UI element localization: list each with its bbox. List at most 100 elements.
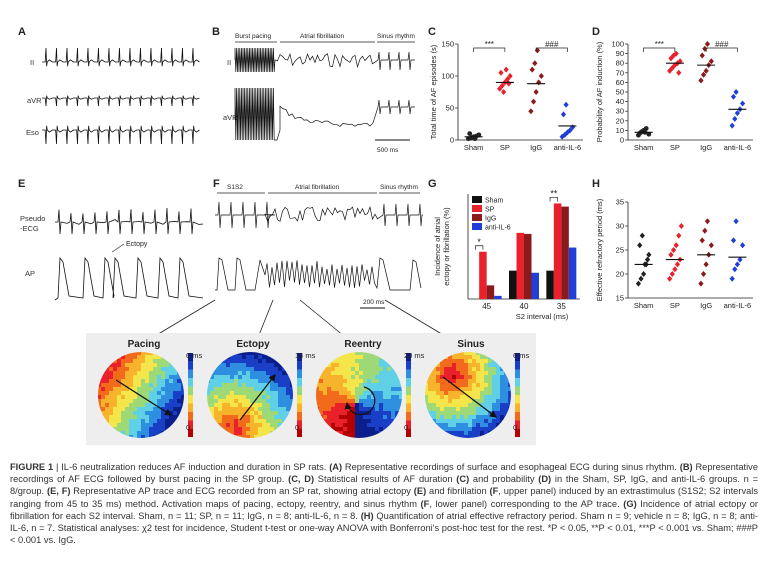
pseudo-ecg-trace xyxy=(55,208,204,235)
bar-sp xyxy=(479,251,487,299)
phase-burst-pacing: Burst pacing xyxy=(235,33,272,40)
lead-ii-label: II xyxy=(30,58,34,67)
map-title-sinus: Sinus xyxy=(457,339,485,350)
y-tick-label: 150 xyxy=(441,40,454,49)
x-tick-label: anti-IL-6 xyxy=(724,301,752,310)
data-point xyxy=(528,108,534,115)
figure-caption: FIGURE 1 | IL-6 neutralization reduces A… xyxy=(10,461,758,546)
x-tick-label: 45 xyxy=(482,302,491,311)
data-point xyxy=(668,251,674,258)
map3-scale-min: 0 xyxy=(404,423,409,432)
data-point xyxy=(646,251,652,258)
data-point xyxy=(729,275,735,282)
bar-sp xyxy=(516,232,524,299)
data-point xyxy=(472,136,478,142)
data-point xyxy=(533,89,539,95)
y-tick-label: 40 xyxy=(616,97,624,106)
x-tick-label: SP xyxy=(500,143,510,152)
x-tick-label: IgG xyxy=(530,143,542,152)
data-point xyxy=(734,261,740,268)
legend-label: IgG xyxy=(485,216,496,223)
y-tick-label: 0 xyxy=(450,136,454,145)
x-tick-label: Sham xyxy=(464,143,484,152)
bar-anti-il-6 xyxy=(494,295,502,299)
panel-label-c: C xyxy=(428,26,436,38)
x-tick-label: Sham xyxy=(634,301,654,310)
ecg-trace-f xyxy=(215,201,423,229)
bar-igg xyxy=(561,206,569,299)
caption-text-6: and fibrillation xyxy=(426,486,490,497)
data-point xyxy=(643,126,649,131)
x-tick-label: anti-IL-6 xyxy=(724,143,752,152)
map4-scale-min: 0 xyxy=(513,423,518,432)
ecg-trace-ii xyxy=(42,47,200,67)
colorbar-pacing xyxy=(188,353,193,437)
activation-map-reentry xyxy=(316,352,402,438)
y-tick-label: 60 xyxy=(616,78,624,87)
data-point xyxy=(739,100,746,107)
phase-sinus: Sinus rhythm xyxy=(377,33,415,40)
data-point xyxy=(703,261,709,268)
chart-g-incidence: Incidence of atrial ectopy or fibrillatio… xyxy=(433,188,580,321)
map1-scale-max: 6 ms xyxy=(186,351,203,360)
bar-anti-il-6 xyxy=(568,247,577,299)
data-point xyxy=(538,73,544,79)
caption-text-8: , lower panel) corresponding to the AP t… xyxy=(429,498,624,509)
x-axis-label: S2 interval (ms) xyxy=(516,312,569,321)
phase-af: Atrial fibrillation xyxy=(300,33,344,40)
caption-ref-6: (E) xyxy=(413,486,427,497)
data-point xyxy=(638,275,644,282)
x-tick-label: IgG xyxy=(700,143,712,152)
legend-swatch xyxy=(472,205,482,212)
y-tick-label: 70 xyxy=(616,68,624,77)
bar-sp xyxy=(553,203,562,299)
significance-label: ### xyxy=(545,40,559,49)
x-tick-label: SP xyxy=(670,301,680,310)
map3-scale-max: 20 ms xyxy=(404,351,425,360)
caption-text-1: Representative recordings of AF ECG foll… xyxy=(10,462,758,485)
activation-map-ectopy xyxy=(207,352,293,438)
data-point xyxy=(646,131,652,137)
bar-sham xyxy=(509,270,517,299)
y-axis-label-2: ectopy or fibrillation (%) xyxy=(442,207,451,286)
legend-swatch xyxy=(472,196,482,203)
scale-200ms: 200 ms xyxy=(363,299,385,306)
y-axis-label: Incidence of atrial xyxy=(433,217,442,276)
activation-maps xyxy=(98,352,520,438)
lead-avr-label-b: aVR xyxy=(223,113,238,122)
significance-label: *** xyxy=(485,40,494,49)
caption-title: FIGURE 1 xyxy=(10,462,54,472)
y-tick-label: 35 xyxy=(616,198,624,207)
significance-bracket xyxy=(643,47,676,52)
significance-label: ** xyxy=(550,188,558,198)
significance-label: *** xyxy=(655,40,664,49)
y-tick-label: 20 xyxy=(616,270,624,279)
y-tick-label: 50 xyxy=(446,104,454,113)
data-point xyxy=(730,237,737,244)
significance-bracket xyxy=(549,197,558,202)
ap-trace xyxy=(54,256,204,301)
caption-text-5: Representative AP trace and ECG recorded… xyxy=(70,486,414,497)
y-tick-label: 0 xyxy=(620,136,624,145)
ap-trace-f xyxy=(215,257,422,291)
data-point xyxy=(676,232,682,239)
data-point xyxy=(733,218,739,225)
data-point xyxy=(702,227,708,234)
panel-label-h: H xyxy=(592,178,600,190)
y-axis-label: Probability of AF induction (%) xyxy=(595,41,604,142)
colorbar-sinus xyxy=(515,353,520,437)
ectopy-annotation: Ectopy xyxy=(126,241,148,248)
y-tick-label: 100 xyxy=(441,72,454,81)
panel-e-ap: Pseudo -ECG AP Ectopy xyxy=(20,208,204,301)
caption-text-10: Quantification of atrial effective refra… xyxy=(10,510,758,546)
data-point xyxy=(641,271,647,277)
x-tick-label: SP xyxy=(670,143,680,152)
legend-swatch xyxy=(472,223,482,230)
ecg-trace-b-avr xyxy=(234,87,415,141)
significance-label: * xyxy=(477,237,481,247)
y-tick-label: 90 xyxy=(616,49,624,58)
bar-sham xyxy=(546,270,554,299)
chart-h-erp: 15 20 25 30 35 Effective refractory period (m… xyxy=(595,198,753,310)
caption-text-0: Representative recordings of surface and… xyxy=(342,462,680,472)
